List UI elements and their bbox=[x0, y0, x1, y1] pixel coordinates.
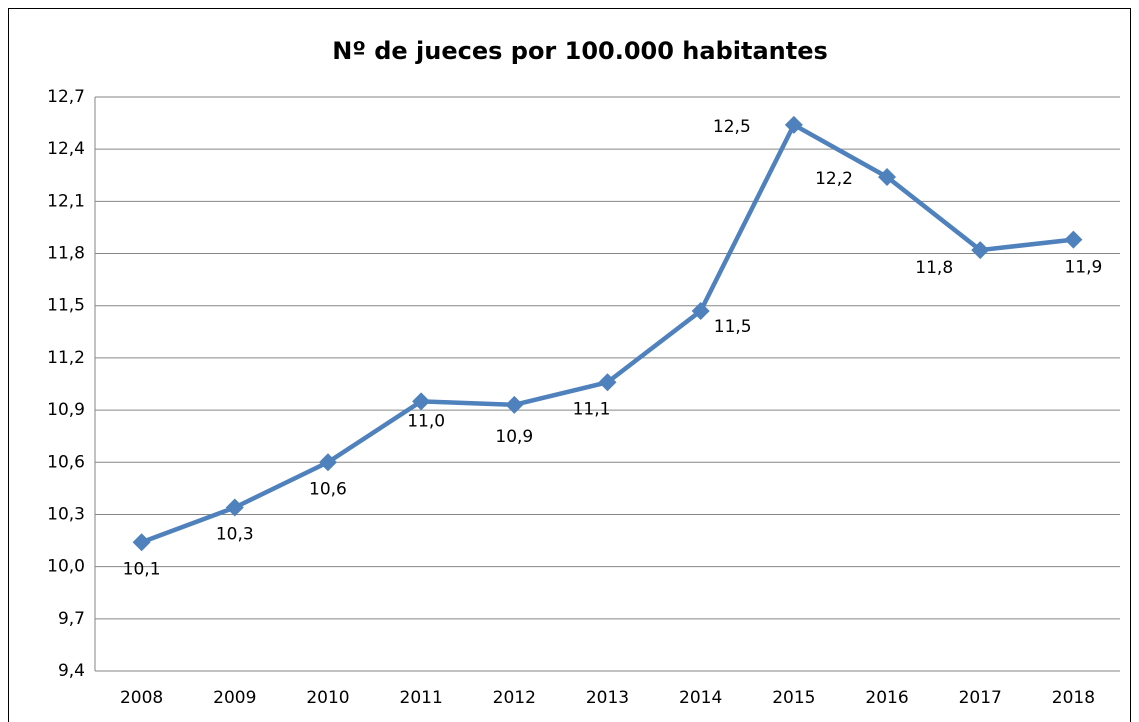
y-tick-label: 12,7 bbox=[47, 87, 85, 107]
data-point bbox=[598, 373, 617, 392]
chart-frame bbox=[8, 8, 1131, 722]
data-label: 10,9 bbox=[495, 427, 533, 447]
data-point bbox=[505, 395, 524, 414]
y-tick-label: 10,6 bbox=[47, 452, 85, 472]
data-label: 11,0 bbox=[407, 411, 445, 431]
x-tick-label: 2014 bbox=[679, 688, 722, 708]
x-tick-label: 2015 bbox=[772, 688, 815, 708]
x-tick-label: 2013 bbox=[586, 688, 629, 708]
x-tick-label: 2016 bbox=[865, 688, 908, 708]
data-point bbox=[784, 115, 803, 134]
y-tick-label: 10,9 bbox=[47, 400, 85, 420]
data-label: 10,1 bbox=[123, 559, 161, 579]
data-label: 12,2 bbox=[815, 169, 853, 189]
x-tick-label: 2009 bbox=[213, 688, 256, 708]
y-tick-label: 12,4 bbox=[47, 139, 85, 159]
x-tick-label: 2010 bbox=[306, 688, 349, 708]
data-point bbox=[318, 453, 337, 472]
x-tick-label: 2018 bbox=[1052, 688, 1095, 708]
data-label: 11,9 bbox=[1064, 258, 1102, 278]
y-tick-label: 10,3 bbox=[47, 504, 85, 524]
data-point bbox=[132, 533, 151, 552]
x-tick-label: 2012 bbox=[493, 688, 536, 708]
y-tick-label: 11,2 bbox=[47, 348, 85, 368]
data-label: 11,5 bbox=[714, 317, 752, 337]
data-label: 10,6 bbox=[309, 479, 347, 499]
data-point bbox=[225, 498, 244, 517]
data-point bbox=[691, 301, 710, 320]
data-point bbox=[971, 241, 990, 260]
data-point bbox=[412, 392, 431, 411]
data-label: 12,5 bbox=[713, 117, 751, 137]
y-tick-label: 9,7 bbox=[58, 609, 85, 629]
data-label: 11,1 bbox=[573, 399, 611, 419]
x-tick-label: 2011 bbox=[400, 688, 443, 708]
data-point bbox=[878, 168, 897, 187]
x-tick-label: 2008 bbox=[120, 688, 163, 708]
x-tick-label: 2017 bbox=[959, 688, 1002, 708]
data-label: 10,3 bbox=[216, 524, 254, 544]
y-tick-label: 11,5 bbox=[47, 296, 85, 316]
y-tick-label: 11,8 bbox=[47, 244, 85, 264]
chart-title: Nº de jueces por 100.000 habitantes bbox=[332, 37, 828, 65]
data-point bbox=[1064, 230, 1083, 249]
y-tick-label: 12,1 bbox=[47, 191, 85, 211]
y-tick-label: 9,4 bbox=[58, 661, 85, 681]
y-tick-label: 10,0 bbox=[47, 557, 85, 577]
data-label: 11,8 bbox=[915, 258, 953, 278]
